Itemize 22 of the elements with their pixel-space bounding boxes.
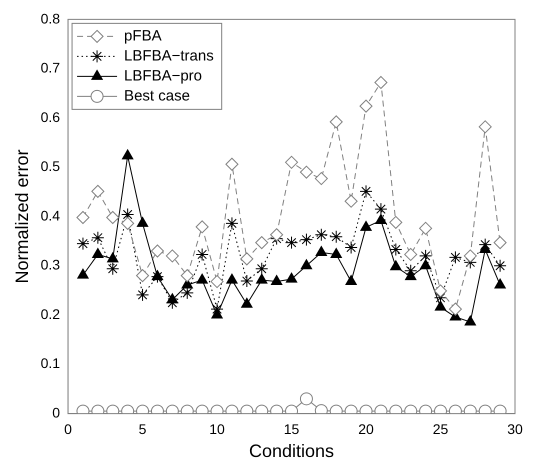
y-tick-label: 0.4 <box>40 207 60 224</box>
legend-label: Best case <box>124 88 190 105</box>
x-tick-label: 30 <box>507 420 523 437</box>
x-tick-label: 25 <box>432 420 449 437</box>
legend-label: pFBA <box>124 28 162 45</box>
x-tick-label: 10 <box>209 420 226 437</box>
y-tick-label: 0 <box>52 404 60 420</box>
y-tick-label: 0.2 <box>40 306 60 322</box>
y-axis-title: Normalized error <box>12 149 32 284</box>
legend-label: LBFBA−trans <box>124 48 214 65</box>
y-tick-label: 0.7 <box>40 60 60 76</box>
legend-label: LBFBA−pro <box>124 68 202 85</box>
x-tick-label: 20 <box>358 420 374 437</box>
x-tick-label: 5 <box>138 420 147 437</box>
y-tick-label: 0.8 <box>40 10 60 26</box>
y-tick-label: 0.5 <box>40 158 60 174</box>
y-tick-label: 0.1 <box>40 355 60 372</box>
x-tick-label: 0 <box>64 420 72 437</box>
y-tick-label: 0.3 <box>40 256 60 273</box>
x-axis-title: Conditions <box>249 441 334 462</box>
x-tick-label: 15 <box>284 420 300 437</box>
y-tick-label: 0.6 <box>40 108 60 125</box>
